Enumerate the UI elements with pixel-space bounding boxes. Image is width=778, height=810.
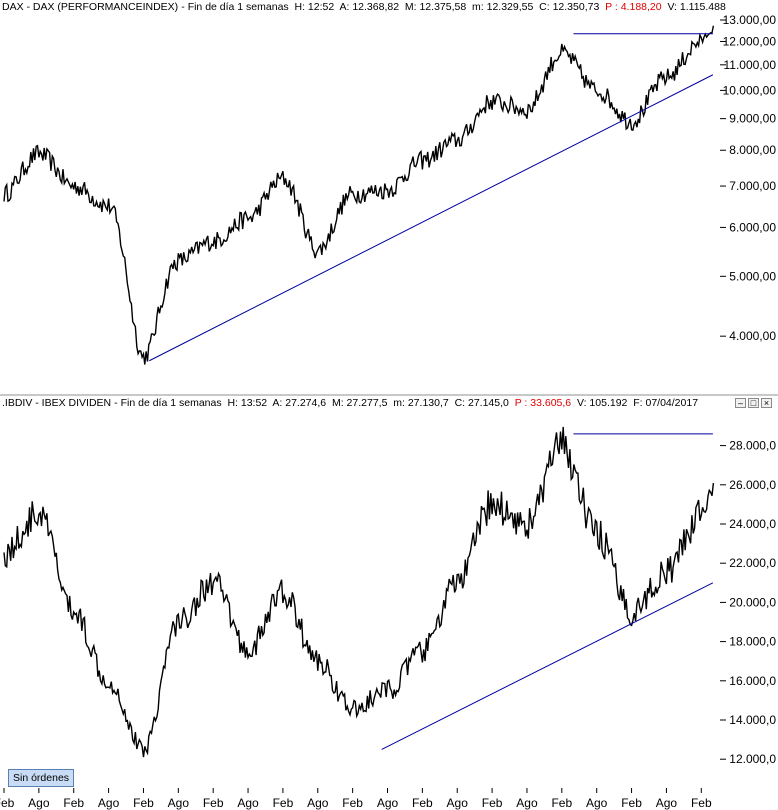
x-tick-label: Ago	[307, 796, 329, 810]
x-tick-label: Ago	[656, 796, 678, 810]
orders-status-button[interactable]: Sin órdenes	[8, 769, 75, 787]
y-tick-label: 22.000,0	[729, 556, 776, 570]
x-tick-label: Ago	[586, 796, 608, 810]
x-tick-label: Ago	[168, 796, 190, 810]
y-tick-label: 8.000,00	[729, 143, 776, 157]
x-tick-label: Ago	[377, 796, 399, 810]
ibdiv-points: P : 33.605,6	[514, 397, 572, 409]
x-tick-label: Feb	[273, 796, 294, 810]
y-tick-label: 4.000,00	[729, 329, 776, 343]
y-tick-label: 10.000,00	[723, 83, 777, 97]
y-tick-label: 5.000,00	[729, 269, 776, 283]
ibdiv-date: F: 07/04/2017	[633, 397, 699, 409]
y-axis: 13.000,00 12.000,00 11.000,00 10.000,00 9.00…	[720, 13, 776, 343]
price-series-line	[3, 426, 715, 758]
y-tick-label: 12.000,00	[723, 34, 777, 48]
y-tick-label: 12.000,0	[729, 752, 776, 766]
dax-price-chart[interactable]: 13.000,00 12.000,00 11.000,00 10.000,00 9.00…	[0, 0, 778, 394]
y-tick-label: 16.000,0	[729, 674, 776, 688]
price-series-line	[3, 25, 715, 365]
dax-hour: H: 12:52	[294, 1, 335, 13]
ibdiv-volume: V: 105.192	[576, 397, 628, 409]
ibdiv-period: Fin de día 1 semanas	[120, 397, 222, 409]
x-tick-label: Feb	[203, 796, 224, 810]
ibdiv-price-chart[interactable]: 28.000,0 26.000,0 24.000,0 22.000,0 20.000,0…	[0, 396, 778, 810]
y-tick-label: 7.000,00	[729, 179, 776, 193]
panel-divider[interactable]	[0, 394, 778, 396]
x-tick-label: Feb	[0, 796, 15, 810]
dax-symbol: DAX - DAX (PERFORMANCEINDEX)	[2, 1, 179, 13]
x-tick-label: Feb	[551, 796, 572, 810]
ibdiv-hour: H: 13:52	[227, 397, 268, 409]
y-axis: 28.000,0 26.000,0 24.000,0 22.000,0 20.000,0…	[720, 439, 776, 766]
x-tick-label: Ago	[28, 796, 50, 810]
x-tick-label: Feb	[621, 796, 642, 810]
ibdiv-chart-panel[interactable]: .IBDIV - IBEX DIVIDEN - Fin de día 1 seman…	[0, 396, 778, 810]
dax-high: M: 12.375,58	[404, 1, 467, 13]
ibdiv-open: A: 27.274,6	[272, 397, 327, 409]
dax-open: A: 12.368,82	[339, 1, 400, 13]
y-tick-label: 6.000,00	[729, 220, 776, 234]
x-tick-label: Feb	[342, 796, 363, 810]
x-tick-label: Ago	[98, 796, 120, 810]
x-tick-label: Feb	[63, 796, 84, 810]
support-trendline	[381, 582, 714, 750]
ibdiv-close: C: 27.145,0	[454, 397, 509, 409]
x-tick-label: Feb	[482, 796, 503, 810]
y-tick-label: 14.000,0	[729, 713, 776, 727]
y-tick-label: 18.000,0	[729, 635, 776, 649]
x-axis: Feb Ago Feb Ago Feb Ago Feb Ago Feb Ago Feb Ago Feb A…	[0, 788, 712, 810]
y-tick-label: 20.000,0	[729, 595, 776, 609]
x-tick-label: Feb	[691, 796, 712, 810]
dax-chart-panel[interactable]: DAX - DAX (PERFORMANCEINDEX) - Fin de día …	[0, 0, 778, 395]
dax-period: Fin de día 1 semanas	[187, 1, 289, 13]
y-tick-label: 11.000,00	[724, 58, 777, 72]
dax-points: P : 4.188,20	[605, 1, 662, 13]
support-trendline	[149, 74, 714, 362]
dax-chart-header: DAX - DAX (PERFORMANCEINDEX) - Fin de día …	[2, 1, 726, 13]
dax-low: m: 12.329,55	[472, 1, 534, 13]
y-tick-label: 26.000,0	[729, 478, 776, 492]
y-tick-label: 13.000,00	[723, 13, 777, 27]
minimize-button[interactable]: –	[735, 398, 746, 408]
ibdiv-high: M: 27.277,5	[331, 397, 388, 409]
x-tick-label: Feb	[412, 796, 433, 810]
dax-volume: V: 1.115.488	[667, 1, 726, 13]
y-tick-label: 28.000,0	[729, 439, 776, 453]
ibdiv-window-controls: – □ ×	[735, 398, 772, 408]
x-tick-label: Ago	[237, 796, 259, 810]
x-tick-label: Ago	[447, 796, 469, 810]
x-tick-label: Ago	[516, 796, 538, 810]
y-tick-label: 24.000,0	[729, 517, 776, 531]
ibdiv-low: m: 27.130,7	[393, 397, 449, 409]
dax-close: C: 12.350,73	[539, 1, 600, 13]
y-tick-label: 9.000,00	[729, 112, 776, 126]
ibdiv-symbol: .IBDIV - IBEX DIVIDEN	[2, 397, 112, 409]
x-tick-label: Feb	[133, 796, 154, 810]
ibdiv-chart-header: .IBDIV - IBEX DIVIDEN - Fin de día 1 seman…	[2, 397, 699, 409]
close-button[interactable]: ×	[761, 398, 772, 408]
maximize-button[interactable]: □	[748, 398, 759, 408]
